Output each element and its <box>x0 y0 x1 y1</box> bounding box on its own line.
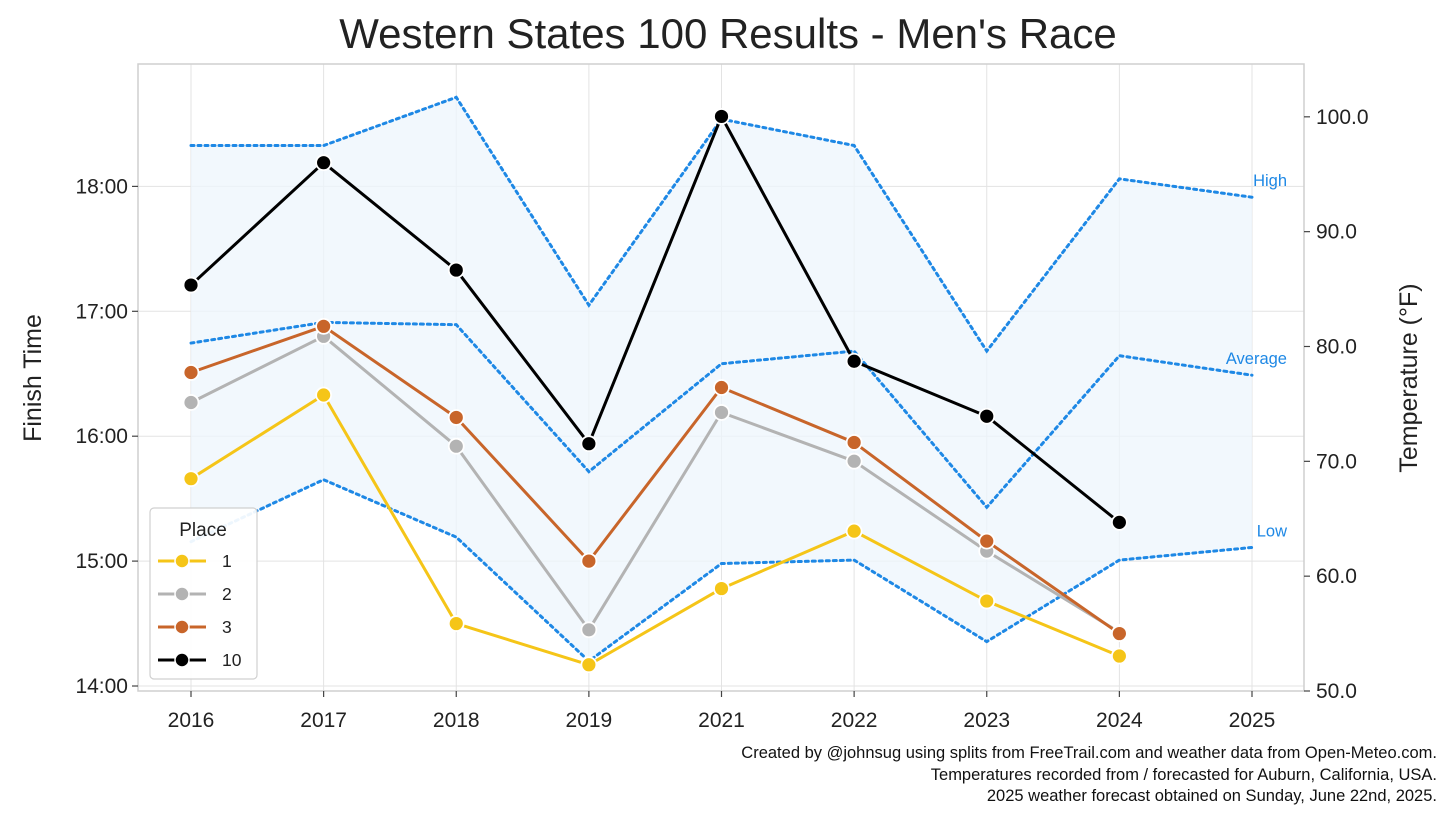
data-point <box>845 352 863 370</box>
legend-swatch-marker <box>174 619 190 635</box>
y-axis-label: Finish Time <box>19 314 47 442</box>
legend-item-1: 1 <box>158 551 232 571</box>
data-point <box>315 386 333 404</box>
legend-swatch-marker <box>174 553 190 569</box>
data-point <box>845 452 863 470</box>
credit-line-2: Temperatures recorded from / forecasted … <box>930 765 1437 784</box>
y2-axis-label: Temperature (°F) <box>1395 283 1423 472</box>
credits: Created by @johnsug using splits from Fr… <box>741 743 1437 808</box>
data-point <box>978 592 996 610</box>
y-tick-label: 17:00 <box>75 300 128 323</box>
data-point <box>182 276 200 294</box>
data-point <box>182 364 200 381</box>
data-point <box>713 379 730 396</box>
legend-label: 2 <box>222 584 232 604</box>
x-tick-label: 2016 <box>168 709 215 732</box>
y-tick-label: 15:00 <box>75 550 128 573</box>
legend-label: 1 <box>222 551 232 571</box>
series-place-10 <box>182 108 1128 531</box>
legend-item-2: 2 <box>158 584 232 604</box>
legend-title: Place <box>179 520 227 541</box>
y2-tick-label: 90.0 <box>1316 221 1357 244</box>
data-point <box>713 580 730 597</box>
data-point <box>447 437 465 455</box>
temperature-line-average <box>189 320 1254 510</box>
temperature-label-high: High <box>1253 172 1287 190</box>
y-tick-label: 14:00 <box>75 675 128 698</box>
x-tick-label: 2019 <box>566 709 613 732</box>
temperature-label-average: Average <box>1226 350 1287 368</box>
credit-line-3: 2025 weather forecast obtained on Sunday… <box>986 787 1437 805</box>
data-point <box>845 434 863 451</box>
data-point <box>1110 513 1128 531</box>
series-line <box>190 324 1121 635</box>
data-point <box>447 615 465 632</box>
temperature-label-low: Low <box>1257 522 1287 540</box>
legend-label: 3 <box>222 617 232 637</box>
temperature-line-low <box>189 478 1254 664</box>
data-point <box>978 532 996 550</box>
y-tick-label: 18:00 <box>75 175 128 198</box>
x-tick-label: 2022 <box>831 709 878 732</box>
data-point <box>182 470 200 488</box>
data-point <box>713 108 730 125</box>
legend-swatch-marker <box>174 652 190 668</box>
data-point <box>580 552 598 570</box>
data-point <box>315 154 333 172</box>
legend-item-3: 3 <box>158 617 232 637</box>
credit-line-1: Created by @johnsug using splits from Fr… <box>741 744 1437 762</box>
data-point <box>580 435 598 453</box>
series-line <box>190 334 1121 634</box>
legend-label: 10 <box>222 650 242 670</box>
data-point <box>447 409 465 426</box>
series-place-1 <box>182 386 1128 674</box>
data-point <box>447 261 465 279</box>
legend: Place 1 2 3 10 <box>149 507 258 680</box>
series-line <box>190 393 1120 667</box>
data-point <box>580 621 598 639</box>
chart-title: Western States 100 Results - Men's Race <box>339 10 1117 57</box>
legend-item-10: 10 <box>158 650 242 670</box>
x-tick-label: 2025 <box>1229 709 1276 732</box>
x-tick-label: 2018 <box>433 709 480 732</box>
series-line <box>189 114 1121 524</box>
data-point <box>978 407 996 425</box>
y2-tick-label: 80.0 <box>1316 335 1357 358</box>
y2-tick-label: 100.0 <box>1316 106 1369 129</box>
data-point <box>1110 647 1128 665</box>
x-tick-label: 2017 <box>300 709 347 732</box>
data-point <box>580 656 598 674</box>
y2-tick-label: 60.0 <box>1316 565 1357 588</box>
x-tick-label: 2024 <box>1096 709 1143 732</box>
y-tick-label: 16:00 <box>75 425 128 448</box>
data-point <box>1110 625 1128 642</box>
y2-tick-label: 70.0 <box>1316 450 1357 473</box>
y2-tick-label: 50.0 <box>1316 680 1357 703</box>
x-tick-label: 2023 <box>963 709 1010 732</box>
series-place-3 <box>182 317 1128 642</box>
data-point <box>713 404 730 421</box>
data-point <box>315 317 333 335</box>
data-point <box>182 394 200 411</box>
data-point <box>845 522 863 540</box>
legend-swatch-marker <box>174 586 190 602</box>
x-tick-label: 2021 <box>698 709 745 732</box>
